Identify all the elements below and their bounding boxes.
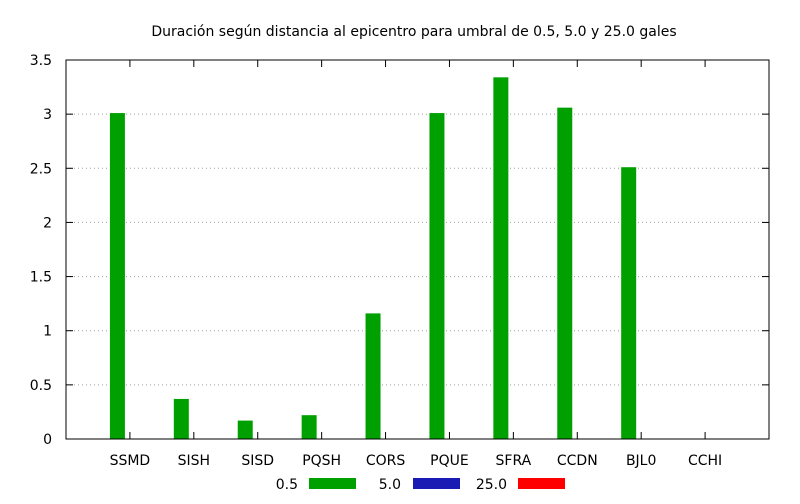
y-tick-label: 2.5: [30, 161, 52, 177]
y-tick-label: 1: [43, 324, 52, 340]
bar-0_5-sfra: [493, 77, 509, 439]
x-tick-label: CORS: [366, 453, 406, 469]
x-tick-label: CCDN: [557, 453, 598, 469]
bar-0_5-bjl0: [621, 167, 637, 439]
y-tick-label: 0: [43, 432, 52, 448]
legend-swatch: [518, 478, 565, 489]
x-tick-label: SISD: [241, 453, 274, 469]
bar-0_5-ccdn: [557, 107, 573, 439]
bar-0_5-sisd: [237, 420, 253, 439]
legend-swatch: [309, 478, 356, 489]
x-tick-label: CCHI: [688, 453, 722, 469]
bar-0_5-pqsh: [301, 415, 317, 439]
grid-layer: [66, 113, 769, 386]
x-tick-label: SFRA: [496, 453, 532, 469]
legend-label: 25.0: [476, 477, 507, 493]
x-tick-label: PQSH: [302, 453, 341, 469]
chart-title: Duración según distancia al epicentro pa…: [151, 24, 676, 40]
legend-label: 0.5: [276, 477, 298, 493]
bar-0_5-pque: [429, 113, 445, 439]
x-tick-label: PQUE: [430, 453, 469, 469]
y-tick-label: 3.5: [30, 53, 52, 69]
plot-frame: [65, 59, 770, 440]
bar-layer: [109, 77, 637, 439]
x-tick-label: SSMD: [110, 453, 151, 469]
bar-0_5-ssmd: [109, 113, 125, 439]
x-tick-label: SISH: [178, 453, 210, 469]
x-tick-label: BJL0: [626, 453, 656, 469]
bar-0_5-sish: [173, 398, 189, 439]
legend-swatch: [413, 478, 460, 489]
legend-label: 5.0: [379, 477, 401, 493]
tick-layer: 0 0.5 1 1.5 2 2.5 3 3.5 SSMD SISH SISD PQSH CORS PQUE…: [30, 53, 769, 469]
legend: 0.5 5.0 25.0: [276, 477, 565, 493]
y-tick-label: 2: [43, 215, 52, 231]
y-tick-label: 1.5: [30, 270, 52, 286]
bar-0_5-cors: [365, 313, 381, 439]
y-tick-label: 3: [43, 107, 52, 123]
y-tick-label: 0.5: [30, 378, 52, 394]
